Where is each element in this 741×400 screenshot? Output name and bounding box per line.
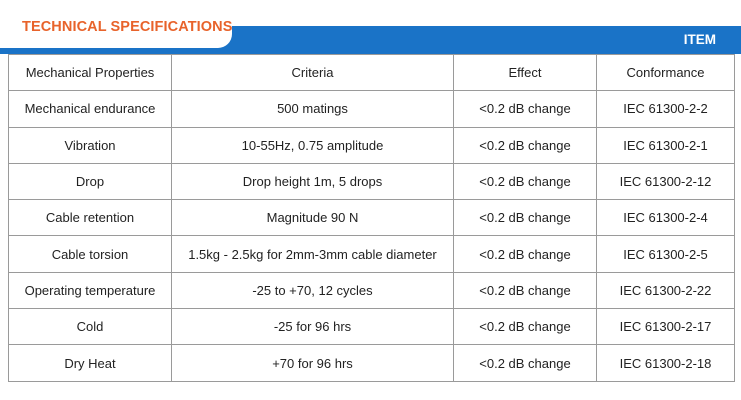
- table-row: Dry Heat +70 for 96 hrs <0.2 dB change I…: [8, 344, 735, 382]
- table-cell: Operating temperature: [8, 271, 172, 310]
- table-row: Cable torsion 1.5kg - 2.5kg for 2mm-3mm …: [8, 235, 735, 273]
- table-cell: Magnitude 90 N: [171, 199, 454, 237]
- table-cell: Vibration: [8, 126, 172, 164]
- table-cell: <0.2 dB change: [453, 126, 597, 164]
- table-cell: IEC 61300-2-2: [596, 90, 735, 128]
- table-cell: +70 for 96 hrs: [171, 344, 454, 382]
- table-cell: <0.2 dB change: [453, 271, 597, 310]
- table-cell: -25 to +70, 12 cycles: [171, 271, 454, 310]
- column-header: Effect: [453, 53, 597, 92]
- table-row: Operating temperature -25 to +70, 12 cyc…: [8, 271, 735, 310]
- table-row: Cold -25 for 96 hrs <0.2 dB change IEC 6…: [8, 308, 735, 346]
- section-title: TECHNICAL SPECIFICATIONS: [22, 19, 233, 35]
- table-row: Mechanical endurance 500 matings <0.2 dB…: [8, 90, 735, 128]
- table-cell: <0.2 dB change: [453, 235, 597, 273]
- table-cell: Mechanical endurance: [8, 90, 172, 128]
- table-cell: <0.2 dB change: [453, 344, 597, 382]
- table-cell: Cold: [8, 308, 172, 346]
- table-cell: Drop: [8, 162, 172, 201]
- table-row: Drop Drop height 1m, 5 drops <0.2 dB cha…: [8, 162, 735, 201]
- table-cell: IEC 61300-2-5: [596, 235, 735, 273]
- table-cell: IEC 61300-2-1: [596, 126, 735, 164]
- spec-table: Mechanical Properties Criteria Effect Co…: [8, 53, 735, 382]
- table-cell: 500 matings: [171, 90, 454, 128]
- table-cell: <0.2 dB change: [453, 162, 597, 201]
- item-label: ITEM: [683, 32, 716, 47]
- column-header: Conformance: [596, 53, 735, 92]
- table-cell: 10-55Hz, 0.75 amplitude: [171, 126, 454, 164]
- table-header-row: Mechanical Properties Criteria Effect Co…: [8, 53, 735, 92]
- table-cell: IEC 61300-2-4: [596, 199, 735, 237]
- column-header: Mechanical Properties: [8, 53, 172, 92]
- table-cell: -25 for 96 hrs: [171, 308, 454, 346]
- table-cell: IEC 61300-2-18: [596, 344, 735, 382]
- table-cell: IEC 61300-2-17: [596, 308, 735, 346]
- table-row: Vibration 10-55Hz, 0.75 amplitude <0.2 d…: [8, 126, 735, 164]
- table-cell: 1.5kg - 2.5kg for 2mm-3mm cable diameter: [171, 235, 454, 273]
- table-cell: Cable torsion: [8, 235, 172, 273]
- table-cell: <0.2 dB change: [453, 90, 597, 128]
- table-cell: <0.2 dB change: [453, 199, 597, 237]
- table-cell: Cable retention: [8, 199, 172, 237]
- table-cell: IEC 61300-2-12: [596, 162, 735, 201]
- table-row: Cable retention Magnitude 90 N <0.2 dB c…: [8, 199, 735, 237]
- table-cell: Dry Heat: [8, 344, 172, 382]
- column-header: Criteria: [171, 53, 454, 92]
- table-cell: Drop height 1m, 5 drops: [171, 162, 454, 201]
- table-cell: <0.2 dB change: [453, 308, 597, 346]
- title-tab: [0, 8, 232, 48]
- table-cell: IEC 61300-2-22: [596, 271, 735, 310]
